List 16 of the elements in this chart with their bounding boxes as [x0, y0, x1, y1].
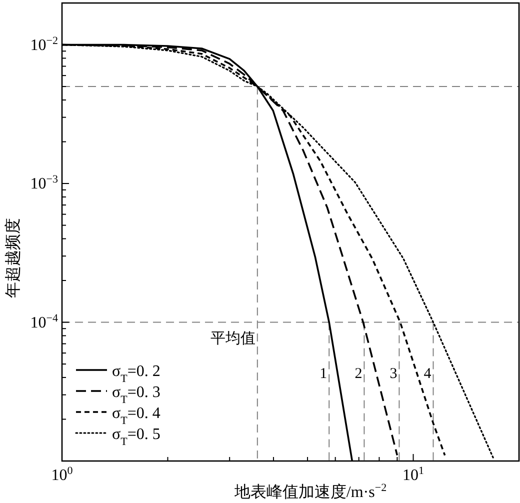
legend-label: σ$_{T}$=0. 5 [112, 426, 160, 448]
annotation: 平均值 [210, 330, 256, 348]
y-tick-label: 10$^{−4}$ [30, 312, 58, 332]
annotation: 4 [424, 366, 432, 382]
x-tick-label: 10$^{0}$ [51, 465, 74, 484]
legend-label: σ$_{T}$=0. 3 [112, 384, 160, 406]
annotation: 1 [320, 366, 328, 382]
legend-label: σ$_{T}$=0. 4 [112, 405, 160, 427]
y-axis-title: 年超越频度 [4, 218, 22, 298]
legend-label: σ$_{T}$=0. 2 [112, 363, 160, 385]
y-tick-label: 10$^{−3}$ [30, 174, 58, 193]
annotation: 3 [390, 366, 398, 382]
y-tick-label: 10$^{−2}$ [30, 34, 58, 54]
x-axis-title: 地表峰值加速度/m·s$^{−2}$ [233, 482, 387, 501]
annotation: 2 [354, 366, 362, 382]
x-tick-label: 10$^{1}$ [402, 465, 424, 484]
